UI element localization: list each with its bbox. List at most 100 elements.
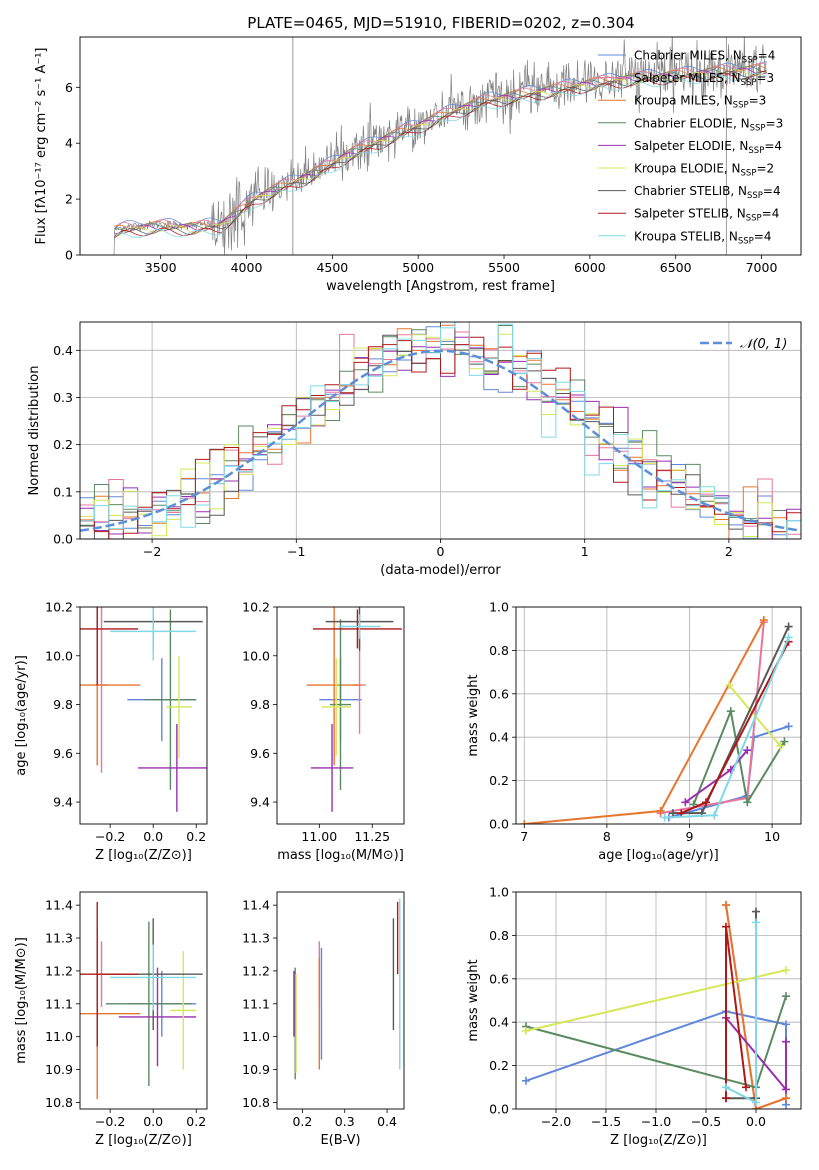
legend-nssp-equals: = xyxy=(754,229,764,243)
plus-marker xyxy=(782,1020,790,1029)
spectrum-lines xyxy=(109,37,767,255)
plus-marker xyxy=(722,901,730,910)
x-axis-label: E(B-V) xyxy=(320,1133,360,1148)
plus-marker xyxy=(681,798,690,807)
x-tick-label: 1 xyxy=(581,544,589,559)
x-tick-label: −0.5 xyxy=(691,1114,721,1129)
y-tick-label: 11.1 xyxy=(45,996,73,1011)
x-tick-label: 11.00 xyxy=(301,829,337,844)
mass-weight-vs-age-panel: 7 8 9 10 0.0 0.2 0.4 0.6 0.8 1.0 age [log₁₀(age/yr… xyxy=(466,600,802,863)
legend-nssp-value: 4 xyxy=(773,184,781,198)
plus-marker xyxy=(776,741,785,750)
y-tick-label: 11.2 xyxy=(242,963,270,978)
axes-frame xyxy=(79,891,208,1110)
axes-frame xyxy=(276,606,405,825)
error-bars xyxy=(80,607,207,812)
plus-marker xyxy=(784,722,793,731)
x-axis-label: (data-model)/error xyxy=(380,563,501,578)
y-tick-label: 10.8 xyxy=(45,1095,73,1110)
legend-nssp-prefix: , N xyxy=(732,139,749,153)
y-tick-label: 10.2 xyxy=(242,600,270,615)
y-axis-label: age [log₁₀(age/yr)] xyxy=(14,655,29,776)
x-axis-label: wavelength [Angstrom, rest frame] xyxy=(326,279,555,294)
plus-marker xyxy=(725,681,734,690)
x-tick-label: 6500 xyxy=(660,260,692,275)
y-tick-label: 0.8 xyxy=(489,643,509,658)
y-tick-label: 0.1 xyxy=(53,484,73,499)
x-axis-label: Z [log₁₀(Z/Z⊙)] xyxy=(610,1133,707,1148)
x-tick-label: 0 xyxy=(437,544,445,559)
y-tick-label: 0.0 xyxy=(489,1102,509,1117)
x-tick-label: 3500 xyxy=(145,260,177,275)
x-tick-label: 11.25 xyxy=(354,829,390,844)
mass-vs-extinction-panel: 0.2 0.3 0.4 10.8 10.9 11.0 11.1 11.2 11.3 11.4 E(B… xyxy=(242,891,405,1148)
x-tick-label: −0.2 xyxy=(95,1114,125,1129)
y-tick-label: 10.0 xyxy=(45,648,73,663)
x-tick-label: −0.2 xyxy=(95,829,125,844)
x-tick-label: 0.0 xyxy=(746,1114,766,1129)
model-fit-line xyxy=(114,64,767,230)
plus-marker xyxy=(722,1083,730,1092)
weight-lines xyxy=(522,901,790,1109)
plus-marker xyxy=(782,1094,790,1103)
legend-model-name: Kroupa MILES xyxy=(634,94,716,108)
plus-marker xyxy=(752,907,760,916)
y-tick-label: 11.1 xyxy=(242,996,270,1011)
x-tick-label: −1.5 xyxy=(591,1114,621,1129)
y-tick-label: 1.0 xyxy=(489,600,509,615)
x-tick-label: 0.0 xyxy=(143,829,163,844)
x-tick-label: 9 xyxy=(686,829,694,844)
legend-label: Kroupa ELODIE, NSSP=2 xyxy=(634,162,774,179)
legend-label: Kroupa STELIB, NSSP=4 xyxy=(634,229,772,246)
x-tick-label: −2 xyxy=(143,544,161,559)
x-axis-label: mass [log₁₀(M/M⊙)] xyxy=(277,848,404,863)
plus-marker xyxy=(702,798,710,807)
x-tick-label: 0.4 xyxy=(377,1114,397,1129)
plus-marker xyxy=(722,922,730,931)
legend-nssp-prefix: , N xyxy=(716,94,733,108)
x-tick-label: 5500 xyxy=(488,260,520,275)
legend-nssp-value: 4 xyxy=(768,49,776,63)
legend-label: Chabrier STELIB, NSSP=4 xyxy=(634,184,781,201)
legend-nssp-subscript: SSP xyxy=(738,236,754,246)
y-tick-label: 11.0 xyxy=(242,1029,270,1044)
legend-label: Salpeter STELIB, NSSP=4 xyxy=(634,207,779,224)
residuals-panel: −2 −1 0 1 2 0.0 0.1 0.2 0.3 0.4 (data-model)/error… xyxy=(27,321,802,578)
y-tick-label: 10.9 xyxy=(45,1062,73,1077)
legend-nssp-equals: = xyxy=(763,184,773,198)
y-tick-label: 0.6 xyxy=(489,971,509,986)
legend-nssp-prefix: , N xyxy=(733,116,750,130)
weight-line xyxy=(673,626,790,815)
y-tick-label: 9.8 xyxy=(250,697,270,712)
weight-line xyxy=(525,969,787,1032)
plus-marker xyxy=(752,918,760,927)
legend-nssp-equals: = xyxy=(764,139,774,153)
y-tick-label: 11.3 xyxy=(45,931,73,946)
legend-nssp-value: 2 xyxy=(767,162,775,176)
y-axis-label: mass weight xyxy=(466,674,481,756)
y-tick-label: 0.8 xyxy=(489,928,509,943)
plus-marker xyxy=(782,1085,790,1094)
model-fit-line xyxy=(114,69,767,238)
x-tick-label: 7 xyxy=(520,829,528,844)
y-tick-label: 11.4 xyxy=(242,898,270,913)
y-tick-label: 0.4 xyxy=(489,1015,509,1030)
normal-distribution-curve xyxy=(80,349,801,532)
x-tick-label: −1.0 xyxy=(641,1114,671,1129)
y-tick-label: 0.0 xyxy=(53,532,73,547)
axes-frame xyxy=(79,321,802,540)
error-bars xyxy=(293,898,401,1080)
legend-nssp-equals: = xyxy=(749,94,759,108)
x-tick-label: 6000 xyxy=(574,260,606,275)
axes-frame xyxy=(515,606,802,825)
plus-marker xyxy=(742,1083,750,1092)
plus-marker xyxy=(759,616,768,625)
error-bars xyxy=(80,901,203,1100)
x-tick-label: 0.2 xyxy=(186,1114,206,1129)
x-tick-label: 4500 xyxy=(316,260,348,275)
x-axis-label: age [log₁₀(age/yr)] xyxy=(598,848,719,863)
legend-nssp-equals: = xyxy=(762,207,772,221)
legend-model-name: Salpeter MILES xyxy=(634,71,724,85)
x-tick-label: −1 xyxy=(287,544,305,559)
